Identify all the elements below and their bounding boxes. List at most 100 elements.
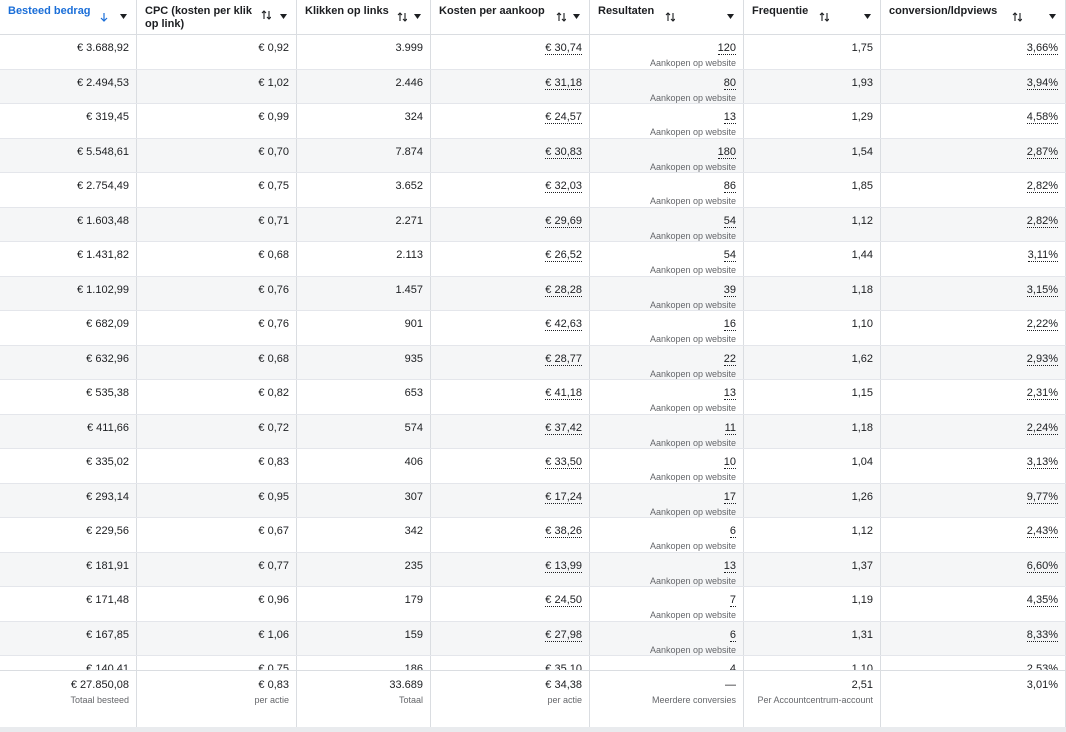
- cell-value: € 0,76: [258, 283, 289, 296]
- total-cell: — Meerdere conversies: [590, 671, 744, 728]
- sort-icon[interactable]: [819, 12, 829, 22]
- column-header[interactable]: CPC (kosten per klik op link): [137, 0, 297, 35]
- cell-value: 2,93%: [1026, 352, 1058, 366]
- table-cell: 3,13%: [881, 449, 1066, 483]
- table-cell: 1,29: [744, 104, 881, 138]
- dropdown-icon[interactable]: [414, 14, 422, 20]
- table-cell: € 0,67: [137, 518, 297, 552]
- table-cell: € 0,92: [137, 35, 297, 69]
- table-row[interactable]: € 1.102,99 € 0,76 1.457 € 28,28 39 Aankopen o…: [0, 276, 1066, 311]
- cell-value: € 0,76: [258, 318, 289, 330]
- table-cell: 6 Aankopen op website: [590, 518, 744, 552]
- table-row[interactable]: € 5.548,61 € 0,70 7.874 € 30,83 180 Aankopen …: [0, 138, 1066, 173]
- cell-value: 159: [404, 628, 423, 641]
- table-row[interactable]: € 1.603,48 € 0,71 2.271 € 29,69 54 Aankopen o…: [0, 207, 1066, 242]
- cell-value: € 167,85: [86, 628, 129, 641]
- table-row[interactable]: € 319,45 € 0,99 324 € 24,57 13 Aankopen op we…: [0, 104, 1066, 139]
- table-cell: € 319,45: [0, 104, 137, 138]
- cell-sublabel: Aankopen op website: [649, 230, 736, 241]
- column-header[interactable]: Besteed bedrag: [0, 0, 137, 35]
- sort-icon[interactable]: [1012, 12, 1022, 22]
- table-cell: 2,43%: [881, 518, 1066, 552]
- table-cell: 179: [297, 587, 431, 621]
- sort-icon[interactable]: [100, 12, 110, 22]
- table-cell: 2,82%: [881, 173, 1066, 207]
- table-row[interactable]: € 171,48 € 0,96 179 € 24,50 7 Aankopen op web…: [0, 587, 1066, 622]
- cell-value: 653: [404, 387, 423, 399]
- table-cell: 2,22%: [881, 311, 1066, 345]
- table-cell: 1,54: [744, 138, 881, 172]
- table-row[interactable]: € 167,85 € 1,06 159 € 27,98 6 Aankopen op web…: [0, 621, 1066, 656]
- cell-value: 2,82%: [1026, 180, 1058, 193]
- table-row[interactable]: € 229,56 € 0,67 342 € 38,26 6 Aankopen op web…: [0, 518, 1066, 553]
- cell-value: € 0,67: [258, 525, 289, 537]
- table-cell: 180 Aankopen op website: [590, 138, 744, 172]
- cell-sublabel: Aankopen op website: [649, 541, 736, 551]
- cell-value: € 0,68: [258, 352, 289, 365]
- cell-value: 2,31%: [1026, 387, 1058, 400]
- table-cell: 120 Aankopen op website: [590, 35, 744, 69]
- table-row[interactable]: € 682,09 € 0,76 901 € 42,63 16 Aankopen op we…: [0, 311, 1066, 346]
- table-cell: € 29,69: [431, 207, 590, 241]
- sort-icon[interactable]: [261, 10, 271, 20]
- table-cell: € 0,77: [137, 552, 297, 586]
- total-value: 2,51: [851, 679, 873, 691]
- total-value: € 27.850,08: [70, 679, 129, 691]
- table-row[interactable]: € 632,96 € 0,68 935 € 28,77 22 Aankopen op we…: [0, 345, 1066, 380]
- table-cell: € 0,95: [137, 483, 297, 517]
- cell-sublabel: Aankopen op website: [649, 196, 736, 206]
- table-cell: 7.874: [297, 138, 431, 172]
- dropdown-icon[interactable]: [120, 14, 128, 20]
- cell-value: 16: [723, 318, 736, 331]
- cell-value: 406: [404, 456, 423, 468]
- cell-value: 935: [404, 352, 423, 365]
- sort-icon[interactable]: [556, 12, 566, 22]
- table-row[interactable]: € 2.754,49 € 0,75 3.652 € 32,03 86 Aankopen o…: [0, 173, 1066, 208]
- table-cell: 324: [297, 104, 431, 138]
- cell-value: 2,53%: [1027, 663, 1058, 670]
- table-cell: 3,66%: [881, 35, 1066, 69]
- table-row[interactable]: € 140,41 € 0,75 186 € 35,10 4 1,10 2,53%: [0, 656, 1066, 670]
- table-row[interactable]: € 411,66 € 0,72 574 € 37,42 11 Aankopen op we…: [0, 414, 1066, 449]
- cell-value: 3,94%: [1026, 76, 1058, 90]
- sort-icon[interactable]: [665, 12, 675, 22]
- column-header[interactable]: Frequentie: [744, 0, 881, 35]
- table-cell: 1,10: [744, 311, 881, 345]
- dropdown-icon[interactable]: [280, 14, 288, 20]
- dropdown-icon[interactable]: [573, 14, 581, 20]
- table-row[interactable]: € 335,02 € 0,83 406 € 33,50 10 Aankopen op we…: [0, 449, 1066, 484]
- table-row[interactable]: € 2.494,53 € 1,02 2.446 € 31,18 80 Aankopen o…: [0, 69, 1066, 104]
- column-header[interactable]: conversion/ldpviews: [881, 0, 1066, 35]
- table-cell: 22 Aankopen op website: [590, 345, 744, 379]
- table-row[interactable]: € 3.688,92 € 0,92 3.999 € 30,74 120 Aankopen …: [0, 35, 1066, 70]
- dropdown-icon[interactable]: [1049, 14, 1057, 20]
- sort-icon[interactable]: [397, 12, 407, 22]
- dropdown-icon[interactable]: [727, 14, 735, 20]
- cell-value: € 24,50: [545, 594, 582, 607]
- total-cell: 2,51 Per Accountcentrum-account: [744, 671, 881, 728]
- cell-value: 307: [404, 490, 423, 503]
- column-header[interactable]: Kosten per aankoop: [431, 0, 590, 35]
- table-cell: € 0,82: [137, 380, 297, 414]
- table-cell: € 0,71: [137, 207, 297, 241]
- table-cell: 4,35%: [881, 587, 1066, 621]
- table-row[interactable]: € 1.431,82 € 0,68 2.113 € 26,52 54 Aankopen o…: [0, 242, 1066, 277]
- column-header[interactable]: Resultaten: [590, 0, 744, 35]
- cell-value: € 32,03: [545, 180, 582, 193]
- table-cell: € 0,83: [137, 449, 297, 483]
- table-row[interactable]: € 181,91 € 0,77 235 € 13,99 13 Aankopen op we…: [0, 552, 1066, 587]
- table-row[interactable]: € 293,14 € 0,95 307 € 17,24 17 Aankopen op we…: [0, 483, 1066, 518]
- cell-value: € 0,92: [258, 42, 289, 54]
- cell-sublabel: Aankopen op website: [649, 334, 736, 344]
- table-cell: 6 Aankopen op website: [590, 621, 744, 655]
- cell-value: 342: [404, 525, 423, 537]
- scrollbar-track: [0, 727, 1066, 732]
- cell-value: 1,15: [851, 387, 873, 399]
- cell-sublabel: Aankopen op website: [649, 161, 736, 172]
- table-row[interactable]: € 535,38 € 0,82 653 € 41,18 13 Aankopen op we…: [0, 380, 1066, 415]
- cell-sublabel: Aankopen op website: [649, 610, 736, 620]
- cell-value: € 38,26: [545, 525, 582, 538]
- dropdown-icon[interactable]: [864, 14, 872, 20]
- column-header[interactable]: Klikken op links: [297, 0, 431, 35]
- table-cell: € 335,02: [0, 449, 137, 483]
